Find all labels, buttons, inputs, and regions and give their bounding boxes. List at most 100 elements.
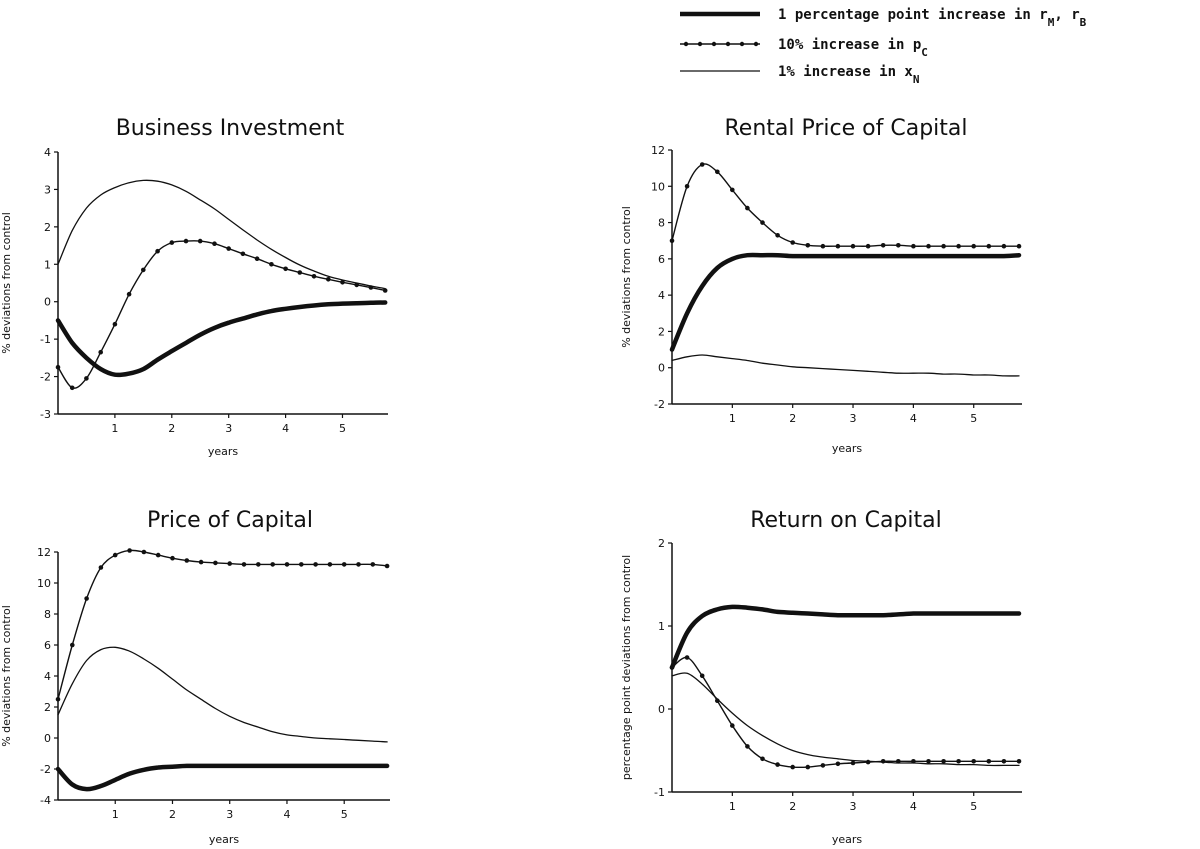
data-point <box>669 238 675 243</box>
data-point <box>820 243 826 249</box>
data-point <box>865 243 871 249</box>
data-point <box>197 238 203 244</box>
data-point <box>69 385 75 391</box>
y-tick-label: -2 <box>40 763 51 776</box>
data-point <box>313 562 318 567</box>
legend-swatch-dot <box>739 41 745 47</box>
legend-swatch-dot <box>697 41 703 47</box>
data-point <box>141 267 146 273</box>
data-point <box>127 548 132 553</box>
y-tick-label: 0 <box>658 703 665 716</box>
data-point <box>926 243 931 249</box>
data-point <box>835 761 841 767</box>
data-point <box>155 248 160 254</box>
legend-label: 10% increase in pC <box>778 37 928 59</box>
y-tick-label: 8 <box>44 608 51 621</box>
data-point <box>956 759 961 764</box>
x-axis-label: years <box>209 833 240 846</box>
y-tick-label: 0 <box>658 362 665 375</box>
series-line <box>57 646 388 743</box>
data-point <box>55 364 61 370</box>
data-point <box>240 251 246 257</box>
data-point <box>760 220 765 225</box>
y-tick-label: -4 <box>40 794 51 807</box>
x-tick-label: 5 <box>970 412 977 425</box>
series-thin <box>57 179 386 290</box>
data-point <box>926 759 931 764</box>
data-point <box>283 266 288 272</box>
y-tick-label: 4 <box>44 670 51 683</box>
data-point <box>297 270 303 275</box>
series-line <box>57 179 386 290</box>
data-point <box>745 205 750 211</box>
y-tick-label: -2 <box>40 371 51 384</box>
x-tick-label: 3 <box>226 808 233 821</box>
data-point <box>896 243 901 248</box>
legend: 1 percentage point increase in rM, rB 10%… <box>680 7 1087 86</box>
data-point <box>730 723 735 728</box>
x-tick-label: 4 <box>910 412 917 425</box>
x-tick-label: 2 <box>789 800 796 813</box>
x-tick-label: 1 <box>111 422 118 435</box>
x-tick-label: 4 <box>910 800 917 813</box>
y-tick-label: 10 <box>37 577 51 590</box>
data-point <box>198 559 204 565</box>
legend-swatch-dot <box>753 41 759 47</box>
x-tick-label: 4 <box>283 808 290 821</box>
y-tick-label: -2 <box>654 398 665 411</box>
data-point <box>356 562 361 567</box>
y-tick-label: 12 <box>651 144 665 157</box>
data-point <box>986 243 992 249</box>
y-tick-label: 2 <box>658 325 665 338</box>
data-point <box>880 243 886 248</box>
data-point <box>684 184 690 189</box>
data-point <box>327 562 333 567</box>
series-thick <box>55 300 388 378</box>
data-point <box>986 759 992 764</box>
x-tick-label: 5 <box>970 800 977 813</box>
chart-title: Rental Price of Capital <box>725 116 968 141</box>
data-point <box>730 187 735 193</box>
data-point <box>790 240 795 245</box>
x-tick-label: 5 <box>341 808 348 821</box>
y-tick-label: 2 <box>44 221 51 234</box>
y-tick-label: 6 <box>44 639 51 652</box>
data-point <box>684 655 690 660</box>
legend-swatch-dot <box>711 41 717 47</box>
data-point <box>805 243 811 248</box>
y-axis-label: percentage point deviations from control <box>620 555 633 780</box>
data-point <box>850 760 856 766</box>
y-tick-label: 3 <box>44 183 51 196</box>
series-thin <box>57 646 388 743</box>
series-line <box>671 163 1020 247</box>
data-point <box>183 238 189 244</box>
data-point <box>284 562 290 567</box>
series-line <box>671 354 1020 377</box>
data-point <box>270 562 276 567</box>
x-tick-label: 4 <box>282 422 289 435</box>
x-tick-label: 3 <box>225 422 232 435</box>
x-tick-label: 5 <box>339 422 346 435</box>
x-tick-label: 1 <box>729 412 736 425</box>
x-tick-label: 2 <box>169 808 176 821</box>
data-point <box>1016 243 1022 249</box>
x-tick-label: 2 <box>168 422 175 435</box>
series-dotted <box>55 548 390 702</box>
data-point <box>941 243 946 249</box>
data-point <box>850 243 856 249</box>
series-line <box>57 240 386 389</box>
data-point <box>820 763 826 768</box>
series-thin <box>671 354 1020 377</box>
chart-title: Business Investment <box>116 116 345 141</box>
data-point <box>880 759 886 764</box>
data-point <box>84 376 89 381</box>
data-point <box>254 256 260 262</box>
legend-item-thick: 1 percentage point increase in rM, rB <box>680 7 1087 29</box>
data-point <box>299 562 304 567</box>
data-point <box>98 349 103 355</box>
y-tick-label: 2 <box>44 701 51 714</box>
data-point <box>865 759 871 765</box>
chart-title: Price of Capital <box>147 508 313 533</box>
